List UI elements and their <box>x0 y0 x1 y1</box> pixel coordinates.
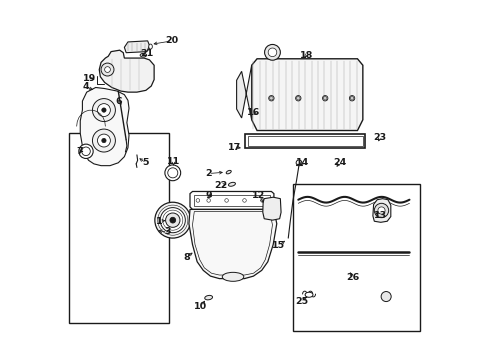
Text: 7: 7 <box>76 147 82 156</box>
Text: 21: 21 <box>140 49 153 58</box>
Text: 14: 14 <box>295 158 308 167</box>
Text: 13: 13 <box>373 211 386 220</box>
Circle shape <box>266 199 270 202</box>
Text: 26: 26 <box>346 273 359 282</box>
Text: 6: 6 <box>115 96 122 105</box>
Circle shape <box>97 104 110 117</box>
Circle shape <box>92 129 115 152</box>
Text: 20: 20 <box>165 36 178 45</box>
Circle shape <box>224 199 228 202</box>
Circle shape <box>81 147 90 156</box>
Circle shape <box>102 108 106 112</box>
Circle shape <box>377 207 384 214</box>
Text: 2: 2 <box>205 169 211 178</box>
Text: 5: 5 <box>142 158 149 167</box>
Circle shape <box>169 217 175 223</box>
Polygon shape <box>372 199 390 222</box>
Circle shape <box>380 292 390 302</box>
Ellipse shape <box>228 182 235 186</box>
Text: 17: 17 <box>227 143 241 152</box>
Polygon shape <box>80 87 129 166</box>
Circle shape <box>349 96 353 100</box>
Text: 9: 9 <box>205 190 211 199</box>
Circle shape <box>97 134 110 147</box>
Ellipse shape <box>204 296 212 300</box>
Text: 25: 25 <box>295 297 308 306</box>
Polygon shape <box>251 59 362 131</box>
Circle shape <box>92 99 115 122</box>
Bar <box>69 134 169 323</box>
Circle shape <box>155 202 190 238</box>
Ellipse shape <box>305 292 312 297</box>
Circle shape <box>296 160 301 166</box>
Polygon shape <box>236 65 251 120</box>
Text: 23: 23 <box>373 133 386 142</box>
Circle shape <box>196 199 199 202</box>
Circle shape <box>101 63 114 76</box>
Text: 12: 12 <box>252 190 265 199</box>
Ellipse shape <box>295 95 301 101</box>
Ellipse shape <box>226 170 231 174</box>
Polygon shape <box>99 50 154 92</box>
Circle shape <box>267 48 276 57</box>
Circle shape <box>264 44 280 60</box>
Ellipse shape <box>268 95 274 101</box>
Text: 19: 19 <box>83 75 96 84</box>
Polygon shape <box>124 41 149 53</box>
Ellipse shape <box>148 44 152 49</box>
Ellipse shape <box>140 53 146 57</box>
Text: 10: 10 <box>194 302 207 311</box>
Ellipse shape <box>349 95 354 101</box>
Text: 4: 4 <box>82 82 89 91</box>
Polygon shape <box>244 134 364 148</box>
Text: 3: 3 <box>164 228 170 237</box>
Text: 8: 8 <box>183 253 189 262</box>
Circle shape <box>269 96 273 100</box>
Text: 22: 22 <box>214 181 227 190</box>
Circle shape <box>167 168 178 178</box>
Circle shape <box>79 144 93 158</box>
Bar <box>292 184 419 330</box>
Ellipse shape <box>222 273 244 281</box>
Circle shape <box>104 67 110 72</box>
Circle shape <box>164 165 180 181</box>
Circle shape <box>102 138 106 143</box>
Text: 24: 24 <box>332 158 346 167</box>
Circle shape <box>373 203 388 218</box>
Polygon shape <box>190 192 273 210</box>
Circle shape <box>165 213 180 227</box>
Circle shape <box>296 96 300 100</box>
Circle shape <box>323 96 326 100</box>
Polygon shape <box>262 197 281 220</box>
Circle shape <box>260 199 264 202</box>
Text: 16: 16 <box>246 108 260 117</box>
Text: 18: 18 <box>299 51 312 60</box>
Text: 15: 15 <box>271 241 285 250</box>
Polygon shape <box>188 210 276 279</box>
Text: 1: 1 <box>156 217 162 226</box>
Text: 11: 11 <box>166 157 180 166</box>
Circle shape <box>160 208 185 233</box>
Circle shape <box>206 199 210 202</box>
Circle shape <box>242 199 246 202</box>
Ellipse shape <box>322 95 327 101</box>
